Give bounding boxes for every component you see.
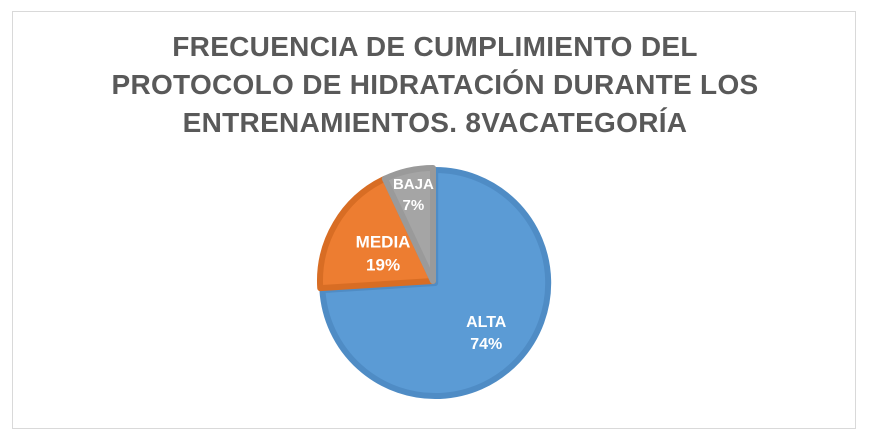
slice-category-label: ALTA: [466, 314, 507, 331]
pie-labels: ALTA 74% MEDIA 19% BAJA 7%: [356, 176, 507, 353]
chart-title-line-1: FRECUENCIA DE CUMPLIMIENTO DEL: [172, 31, 698, 62]
slice-category-label: BAJA: [393, 176, 434, 193]
chart-title-line-3: ENTRENAMIENTOS. 8VACATEGORÍA: [182, 107, 688, 138]
slice-value-label: 7%: [403, 197, 425, 214]
chart-title-line-2: PROTOCOLO DE HIDRATACIÓN DURANTE LOS: [111, 69, 759, 100]
slice-value-label: 74%: [470, 336, 502, 353]
chart-title: FRECUENCIA DE CUMPLIMIENTO DEL PROTOCOLO…: [0, 28, 870, 142]
pie-slice-alta: [319, 167, 552, 399]
pie-slice-baja: [381, 165, 436, 284]
slice-value-label: 19%: [366, 255, 400, 274]
pie-slice-media: [317, 175, 436, 292]
slice-category-label: MEDIA: [356, 232, 411, 251]
pie-slices: [317, 165, 552, 399]
